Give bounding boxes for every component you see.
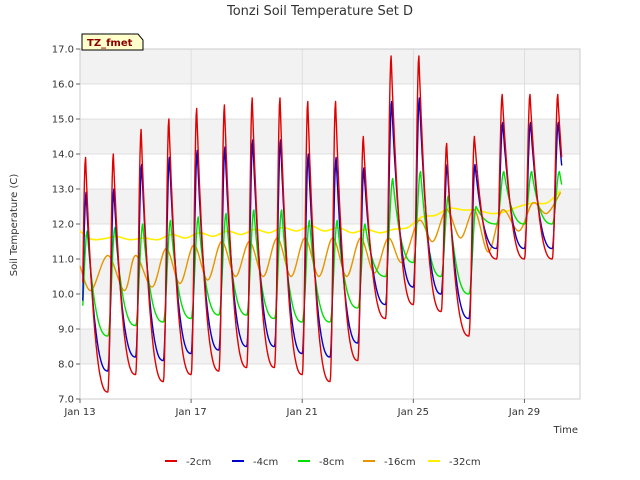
legend-label: -16cm bbox=[384, 457, 416, 468]
x-tick-label: Jan 21 bbox=[286, 407, 318, 418]
x-tick-label: Jan 25 bbox=[397, 407, 429, 418]
legend-label: -4cm bbox=[253, 457, 278, 468]
legend-label: -32cm bbox=[449, 457, 481, 468]
legend: -2cm -4cm -8cm -16cm -32cm bbox=[165, 457, 481, 468]
grid-band bbox=[80, 119, 580, 154]
y-tick-label: 11.0 bbox=[52, 255, 74, 266]
y-tick-label: 16.0 bbox=[52, 80, 74, 91]
x-tick-label: Jan 29 bbox=[508, 407, 540, 418]
grid-band bbox=[80, 189, 580, 224]
y-tick-label: 14.0 bbox=[52, 150, 74, 161]
y-tick-label: 9.0 bbox=[58, 325, 74, 336]
legend-label: -2cm bbox=[186, 457, 211, 468]
grid-band bbox=[80, 49, 580, 84]
x-tick-label: Jan 13 bbox=[63, 407, 95, 418]
series-line-2cm bbox=[82, 55, 563, 393]
y-tick-label: 10.0 bbox=[52, 290, 74, 301]
x-axis: Jan 13 Jan 17 Jan 21 Jan 25 Jan 29 bbox=[63, 399, 540, 418]
y-tick-label: 15.0 bbox=[52, 115, 74, 126]
y-tick-label: 17.0 bbox=[52, 45, 74, 56]
y-tick-label: 12.0 bbox=[52, 220, 74, 231]
site-badge-label: TZ_fmet bbox=[87, 38, 133, 49]
grid-band bbox=[80, 259, 580, 294]
x-axis-label: Time bbox=[553, 425, 578, 436]
site-badge: TZ_fmet bbox=[81, 33, 144, 51]
series-line-16cm bbox=[79, 192, 562, 292]
y-axis: 7.0 8.0 9.0 10.0 11.0 12.0 13.0 14.0 15.0 16.0 17.… bbox=[52, 45, 80, 406]
y-tick-label: 8.0 bbox=[58, 360, 74, 371]
y-axis-label: Soil Temperature (C) bbox=[9, 174, 20, 277]
y-tick-label: 7.0 bbox=[58, 395, 74, 406]
legend-label: -8cm bbox=[319, 457, 344, 468]
chart-title: Tonzi Soil Temperature Set D bbox=[226, 4, 413, 19]
y-tick-label: 13.0 bbox=[52, 185, 74, 196]
series-layer bbox=[79, 55, 563, 393]
x-tick-label: Jan 17 bbox=[174, 407, 206, 418]
